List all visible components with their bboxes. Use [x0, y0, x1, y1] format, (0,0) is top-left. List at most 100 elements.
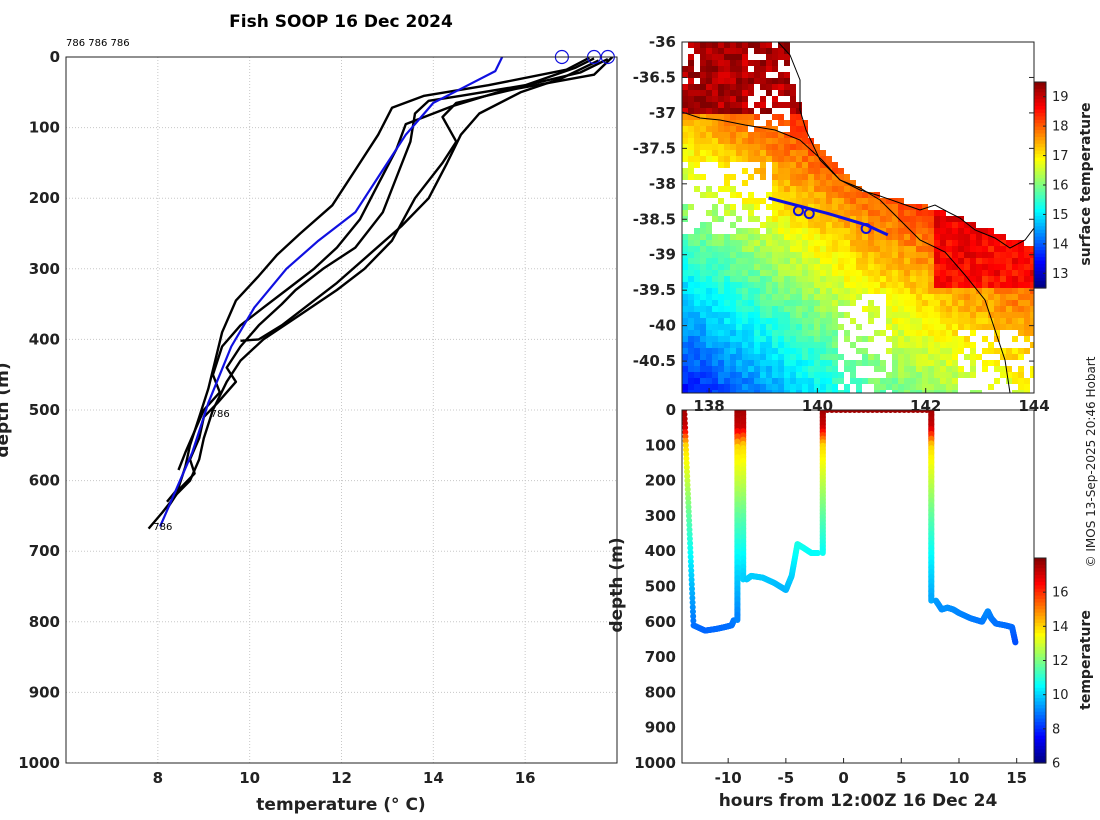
sst-cell — [772, 324, 778, 330]
sst-cell — [850, 228, 856, 234]
sst-cell — [742, 102, 748, 108]
section-point — [682, 424, 689, 431]
sst-cell — [832, 174, 838, 180]
sst-cell — [832, 270, 838, 276]
sst-cell — [1000, 288, 1006, 294]
temperature-colorbar-swatch — [1034, 715, 1046, 720]
sst-cell — [808, 252, 814, 258]
sst-cell — [724, 72, 730, 78]
sst-cell — [736, 300, 742, 306]
sst-cell — [898, 306, 904, 312]
sst-cell — [784, 354, 790, 360]
sst-cell — [820, 276, 826, 282]
sst-cell — [820, 192, 826, 198]
sst-cell — [820, 384, 826, 390]
sst-cell — [922, 300, 928, 306]
sst-cell — [724, 312, 730, 318]
sst-cell — [850, 276, 856, 282]
sst-cell — [724, 90, 730, 96]
sst-cell — [742, 204, 748, 210]
sst-cell — [802, 144, 808, 150]
sst-cell — [856, 360, 862, 366]
sst-cell — [694, 174, 700, 180]
sst-cell — [688, 366, 694, 372]
sst-cell — [784, 222, 790, 228]
sst-cell — [994, 306, 1000, 312]
sst-cell — [706, 282, 712, 288]
sst-cell — [694, 42, 700, 48]
sst-cell — [874, 360, 880, 366]
sst-cell — [760, 318, 766, 324]
sst-cell — [742, 48, 748, 54]
sst-cell — [724, 132, 730, 138]
sst-cell — [928, 378, 934, 384]
sst-cell — [910, 360, 916, 366]
sst-cell — [1012, 240, 1018, 246]
sst-cell — [856, 282, 862, 288]
sst-cell — [940, 252, 946, 258]
sst-cell — [808, 324, 814, 330]
sst-cell — [1024, 384, 1030, 390]
sst-cell — [706, 222, 712, 228]
sst-cell — [982, 270, 988, 276]
sst-cell — [982, 366, 988, 372]
sst-cell — [826, 270, 832, 276]
sst-cell — [748, 390, 754, 393]
sst-cell — [868, 240, 874, 246]
sst-cell — [910, 228, 916, 234]
sst-cell — [886, 306, 892, 312]
sst-cell — [778, 258, 784, 264]
sst-cell — [826, 252, 832, 258]
sst-cell — [868, 318, 874, 324]
sst-cell — [928, 360, 934, 366]
sst-cell — [892, 348, 898, 354]
sst-cell — [1012, 294, 1018, 300]
temperature-colorbar-swatch — [1034, 585, 1046, 590]
sst-cell — [718, 132, 724, 138]
sst-cell — [736, 144, 742, 150]
sst-cell — [724, 258, 730, 264]
sst-cell — [874, 282, 880, 288]
sst-cell — [742, 324, 748, 330]
sst-cell — [802, 228, 808, 234]
sst-cell — [922, 204, 928, 210]
sst-cell — [844, 252, 850, 258]
sst-cell — [916, 336, 922, 342]
sst-cell — [712, 210, 718, 216]
section-point — [687, 549, 694, 556]
sst-cell — [928, 354, 934, 360]
sst-cell — [790, 390, 796, 393]
sst-cell — [730, 258, 736, 264]
sst-cell — [790, 264, 796, 270]
sst-cell — [1030, 276, 1034, 282]
sst-cell — [700, 54, 706, 60]
sst-cell — [1000, 348, 1006, 354]
sst-cell — [844, 240, 850, 246]
sst-cell — [748, 210, 754, 216]
sst-cell — [712, 288, 718, 294]
sst-cell — [856, 252, 862, 258]
sst-cell — [694, 276, 700, 282]
sst-cell — [922, 240, 928, 246]
sst-cell — [862, 282, 868, 288]
temperature-colorbar-swatch — [1034, 687, 1046, 692]
sst-cell — [916, 390, 922, 393]
sst-cell — [730, 90, 736, 96]
sst-cell — [814, 300, 820, 306]
sst-cell — [886, 204, 892, 210]
sst-cell — [898, 390, 904, 393]
temperature-colorbar-swatch — [1034, 722, 1046, 727]
sst-cell — [694, 228, 700, 234]
main-ytick-label: 900 — [29, 683, 60, 701]
sst-cell — [778, 216, 784, 222]
sst-cell — [880, 270, 886, 276]
sst-cell — [742, 114, 748, 120]
sst-cell — [700, 150, 706, 156]
sst-cell — [982, 240, 988, 246]
sst-cell — [682, 384, 688, 390]
sst-cell — [826, 366, 832, 372]
sst-cell — [748, 270, 754, 276]
sst-cell — [718, 42, 724, 48]
sst-colorbar-swatch — [1034, 147, 1046, 152]
sst-cell — [796, 156, 802, 162]
